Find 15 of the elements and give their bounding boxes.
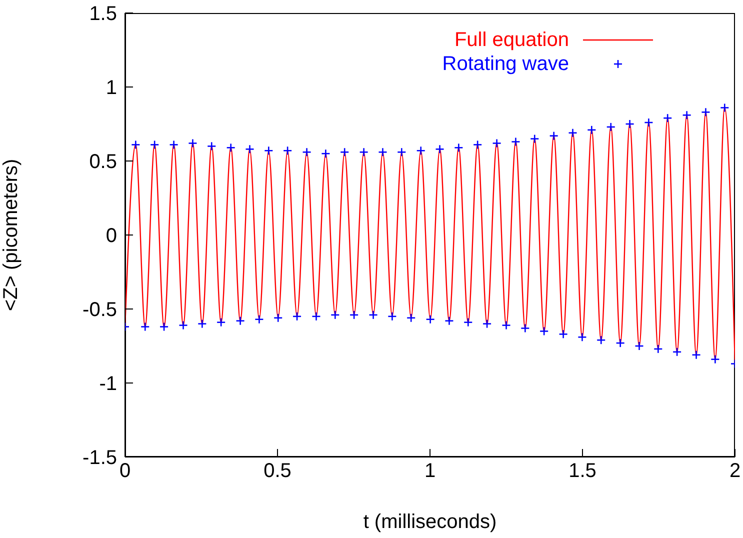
x-tick-label: 1.5 (568, 460, 596, 482)
y-tick-label: -1.5 (82, 447, 117, 470)
x-axis-title: t (milliseconds) (363, 511, 497, 533)
y-tick-label: 1 (106, 77, 117, 100)
x-tick-label: 1 (424, 460, 436, 482)
legend-label: Rotating wave (442, 52, 569, 76)
x-tick-label: 2 (729, 460, 741, 482)
y-axis-title: <Z> (picometers) (0, 158, 22, 312)
y-tick-label: -0.5 (82, 299, 117, 322)
y-tick-label: 0 (106, 225, 117, 248)
legend-label: Full equation (454, 28, 569, 52)
x-tick-label: 0.5 (264, 460, 292, 482)
y-tick-label: 1.5 (89, 3, 117, 26)
y-tick-label: 0.5 (89, 151, 117, 174)
y-tick-label: -1 (99, 373, 117, 396)
